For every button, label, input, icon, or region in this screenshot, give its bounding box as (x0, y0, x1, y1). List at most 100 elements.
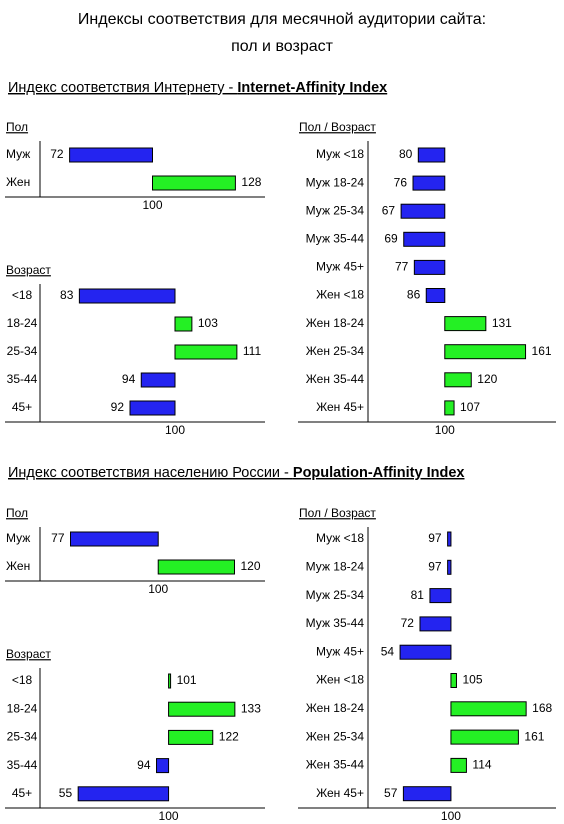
bar (447, 531, 452, 547)
category-label: Жен 25-34 (306, 729, 365, 743)
category-label: Муж 18-24 (306, 559, 365, 573)
category-label: Муж 25-34 (306, 588, 365, 602)
bar (450, 701, 527, 717)
value-label: 77 (51, 531, 65, 545)
category-label: Жен 45+ (316, 400, 364, 414)
category-label: Муж 18-24 (306, 175, 365, 189)
bar (174, 344, 238, 360)
value-label: 131 (492, 316, 512, 330)
heading-bold: Population-Affinity Index (293, 465, 465, 481)
category-label: Муж 35-44 (306, 616, 365, 630)
bar (425, 288, 446, 303)
bar (450, 757, 467, 773)
category-label: Жен 18-24 (306, 701, 365, 715)
value-label: 69 (384, 231, 398, 245)
bar (429, 588, 452, 604)
bar (419, 616, 452, 632)
subtitle: пол и возраст (231, 38, 334, 55)
bar (156, 758, 170, 774)
bar (69, 147, 153, 163)
category-label: Муж 45+ (316, 644, 364, 658)
value-label: 72 (401, 616, 415, 630)
x-tick-label: 100 (142, 198, 162, 212)
category-label: 45+ (12, 400, 32, 414)
category-label: Жен 45+ (316, 786, 364, 800)
value-label: 101 (177, 673, 197, 687)
heading-text: Индекс соответствия населению России - (8, 465, 293, 481)
category-label: Муж 35-44 (306, 231, 365, 245)
bar (417, 147, 446, 163)
value-label: 97 (428, 559, 442, 573)
category-label: 18-24 (7, 701, 38, 715)
x-tick-label: 100 (435, 423, 455, 437)
category-label: Жен 35-44 (306, 758, 365, 772)
bar (70, 531, 159, 547)
value-label: 103 (198, 316, 218, 330)
category-label: 18-24 (7, 316, 38, 330)
section-heading: Индекс соответствия населению России - P… (8, 465, 464, 481)
bar (152, 175, 236, 191)
category-label: Муж <18 (316, 531, 364, 545)
bar (444, 372, 472, 388)
value-label: 67 (382, 203, 396, 217)
panel-title: Возраст (6, 647, 51, 661)
category-label: 45+ (12, 786, 32, 800)
panel-title: Пол (6, 120, 28, 134)
value-label: 57 (384, 786, 398, 800)
category-label: Жен <18 (316, 288, 364, 302)
panel-title: Пол (6, 506, 28, 520)
bar (402, 786, 452, 802)
category-label: Муж 45+ (316, 260, 364, 274)
bar (168, 729, 214, 745)
value-label: 114 (472, 758, 491, 772)
bar (447, 559, 452, 575)
value-label: 107 (460, 400, 480, 414)
bar (450, 729, 519, 745)
value-label: 105 (462, 673, 482, 687)
category-label: Жен 35-44 (306, 372, 365, 386)
category-label: Жен (6, 175, 30, 189)
category-label: 25-34 (7, 730, 38, 744)
heading-text: Индекс соответствия Интернету - (8, 80, 237, 96)
x-tick-label: 100 (148, 582, 168, 596)
category-label: <18 (12, 288, 33, 302)
bar (78, 288, 176, 304)
bar (450, 673, 457, 688)
value-label: 76 (394, 175, 408, 189)
category-label: Муж (6, 531, 30, 545)
bar (399, 644, 452, 660)
bar (403, 231, 446, 247)
category-label: <18 (12, 673, 33, 687)
value-label: 161 (524, 729, 544, 743)
bar (413, 259, 446, 275)
bar (168, 701, 236, 717)
bar (174, 316, 193, 332)
value-label: 122 (219, 730, 239, 744)
category-label: Муж 25-34 (306, 203, 365, 217)
panel-title: Возраст (6, 263, 51, 277)
x-tick-label: 100 (159, 809, 179, 823)
category-label: 25-34 (7, 344, 38, 358)
bar (412, 175, 446, 191)
value-label: 86 (407, 288, 421, 302)
value-label: 94 (122, 372, 136, 386)
value-label: 94 (137, 758, 151, 772)
value-label: 80 (399, 147, 413, 161)
bar (444, 344, 527, 360)
value-label: 120 (240, 559, 260, 573)
category-label: Жен 18-24 (306, 316, 365, 330)
x-tick-label: 100 (165, 423, 185, 437)
bar (168, 673, 172, 689)
panel-title: Пол / Возраст (299, 120, 376, 134)
bar (77, 786, 170, 802)
bar (129, 400, 176, 416)
bar (444, 316, 487, 332)
value-label: 92 (111, 400, 125, 414)
value-label: 168 (532, 701, 552, 715)
category-label: Муж <18 (316, 147, 364, 161)
category-label: Жен 25-34 (306, 344, 365, 358)
title: Индексы соответствия для месячной аудито… (78, 11, 486, 28)
bar (157, 559, 235, 575)
value-label: 54 (381, 644, 395, 658)
